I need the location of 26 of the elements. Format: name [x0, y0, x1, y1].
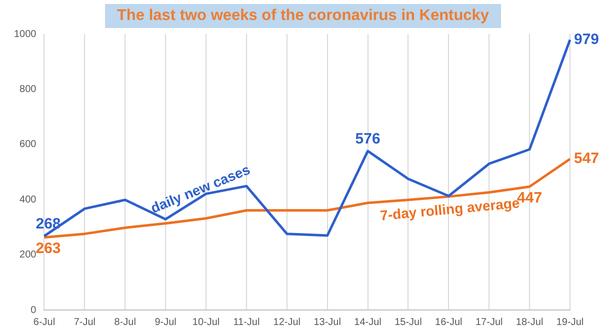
- y-tick-label: 800: [20, 84, 37, 95]
- x-tick-label: 9-Jul: [154, 316, 176, 328]
- x-tick-label: 10-Jul: [192, 316, 220, 328]
- x-tick-label: 14-Jul: [354, 316, 382, 328]
- y-tick-label: 0: [30, 304, 37, 316]
- x-tick-label: 19-Jul: [556, 316, 584, 328]
- chart-title: The last two weeks of the coronavirus in Kentucky: [105, 4, 501, 28]
- x-tick-label: 15-Jul: [394, 316, 422, 328]
- data-label: 979: [574, 30, 600, 48]
- x-tick-label: 7-Jul: [74, 316, 96, 328]
- y-tick-label: 400: [20, 194, 37, 206]
- data-label: 576: [355, 130, 380, 148]
- x-tick-label: 12-Jul: [273, 316, 301, 328]
- y-tick-label: 600: [20, 139, 37, 150]
- x-tick-label: 13-Jul: [314, 316, 341, 328]
- data-label: 547: [574, 150, 600, 168]
- y-tick-label: 1000: [14, 28, 37, 40]
- x-tick-label: 18-Jul: [516, 316, 544, 328]
- x-tick-label: 17-Jul: [475, 316, 503, 328]
- x-tick-label: 11-Jul: [233, 316, 260, 328]
- x-tick-label: 16-Jul: [435, 316, 462, 328]
- x-tick-label: 6-Jul: [33, 316, 56, 328]
- x-tick-label: 8-Jul: [114, 316, 136, 328]
- data-label: 263: [36, 240, 61, 258]
- y-tick-label: 200: [20, 250, 37, 261]
- text: daily new cases: [148, 161, 252, 216]
